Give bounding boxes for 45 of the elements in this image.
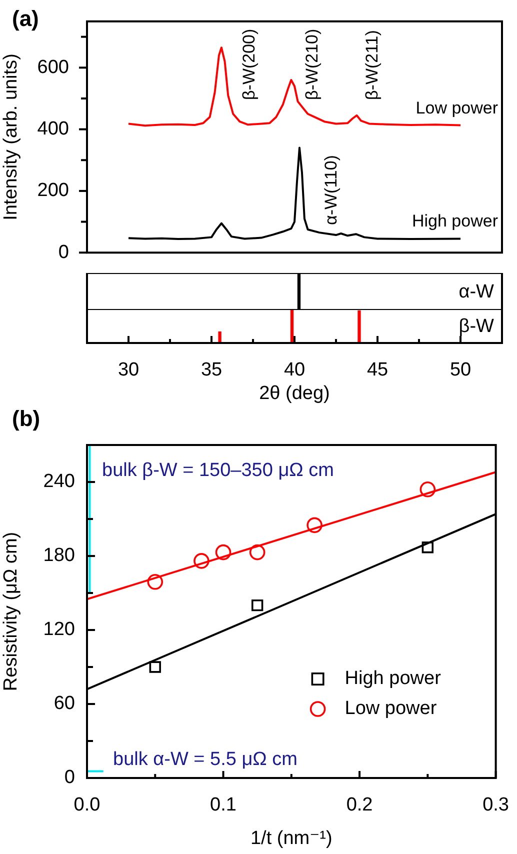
series-label: High power — [412, 212, 498, 231]
legend-label: High power — [344, 668, 442, 690]
x-tick-label: 30 — [118, 360, 140, 381]
point — [306, 517, 322, 534]
y-tick-label: 180 — [43, 545, 75, 566]
annotation: β-W(200) — [240, 28, 259, 100]
x-tick-label: 0.1 — [210, 794, 236, 816]
series-label: Low power — [416, 98, 498, 118]
y-tick-label: 0 — [58, 242, 69, 263]
chart-title: (a) — [12, 6, 39, 31]
legend-label: Low power — [344, 698, 438, 720]
y-tick-label: 120 — [43, 619, 75, 640]
y-tick-label: 0 — [64, 767, 75, 788]
x-tick-label: 0.2 — [346, 794, 373, 816]
annotation: β-W(211) — [362, 30, 382, 100]
x-tick-label: 40 — [284, 360, 306, 381]
y-tick-label: 200 — [37, 180, 69, 202]
y-tick-label: 600 — [37, 56, 69, 78]
point — [420, 482, 436, 498]
x-tick-label: 35 — [200, 360, 222, 381]
text: α-W — [458, 282, 494, 303]
chart-title: (b) — [12, 406, 40, 431]
x-axis-title: 2θ (deg) — [259, 382, 330, 404]
x-tick-label: 0.3 — [482, 794, 510, 816]
annotation: β-W(210) — [302, 28, 322, 100]
point — [422, 542, 434, 554]
point — [215, 544, 232, 560]
x-tick-label: 0.0 — [74, 794, 100, 816]
point — [147, 574, 164, 590]
point — [149, 661, 161, 673]
annotation: bulk β-W = 150–350 μΩ cm — [102, 460, 334, 482]
annotation: bulk α-W = 5.5 μΩ cm — [113, 749, 298, 770]
annotation: α-W(110) — [322, 155, 341, 225]
point — [249, 544, 266, 560]
point — [194, 553, 210, 569]
y-tick-label: 60 — [54, 693, 75, 714]
y-axis-title: Resistivity (μΩ cm) — [0, 532, 22, 692]
y-axis-title: Intensity (arb. units) — [0, 54, 22, 220]
y-tick-label: 240 — [43, 471, 75, 492]
text: β-W — [458, 316, 494, 338]
x-tick-label: 50 — [450, 360, 472, 381]
x-tick-label: 45 — [366, 360, 388, 381]
point — [251, 599, 264, 612]
x-axis-title: 1/t (nm⁻¹) — [250, 828, 332, 849]
y-tick-label: 400 — [37, 118, 69, 140]
